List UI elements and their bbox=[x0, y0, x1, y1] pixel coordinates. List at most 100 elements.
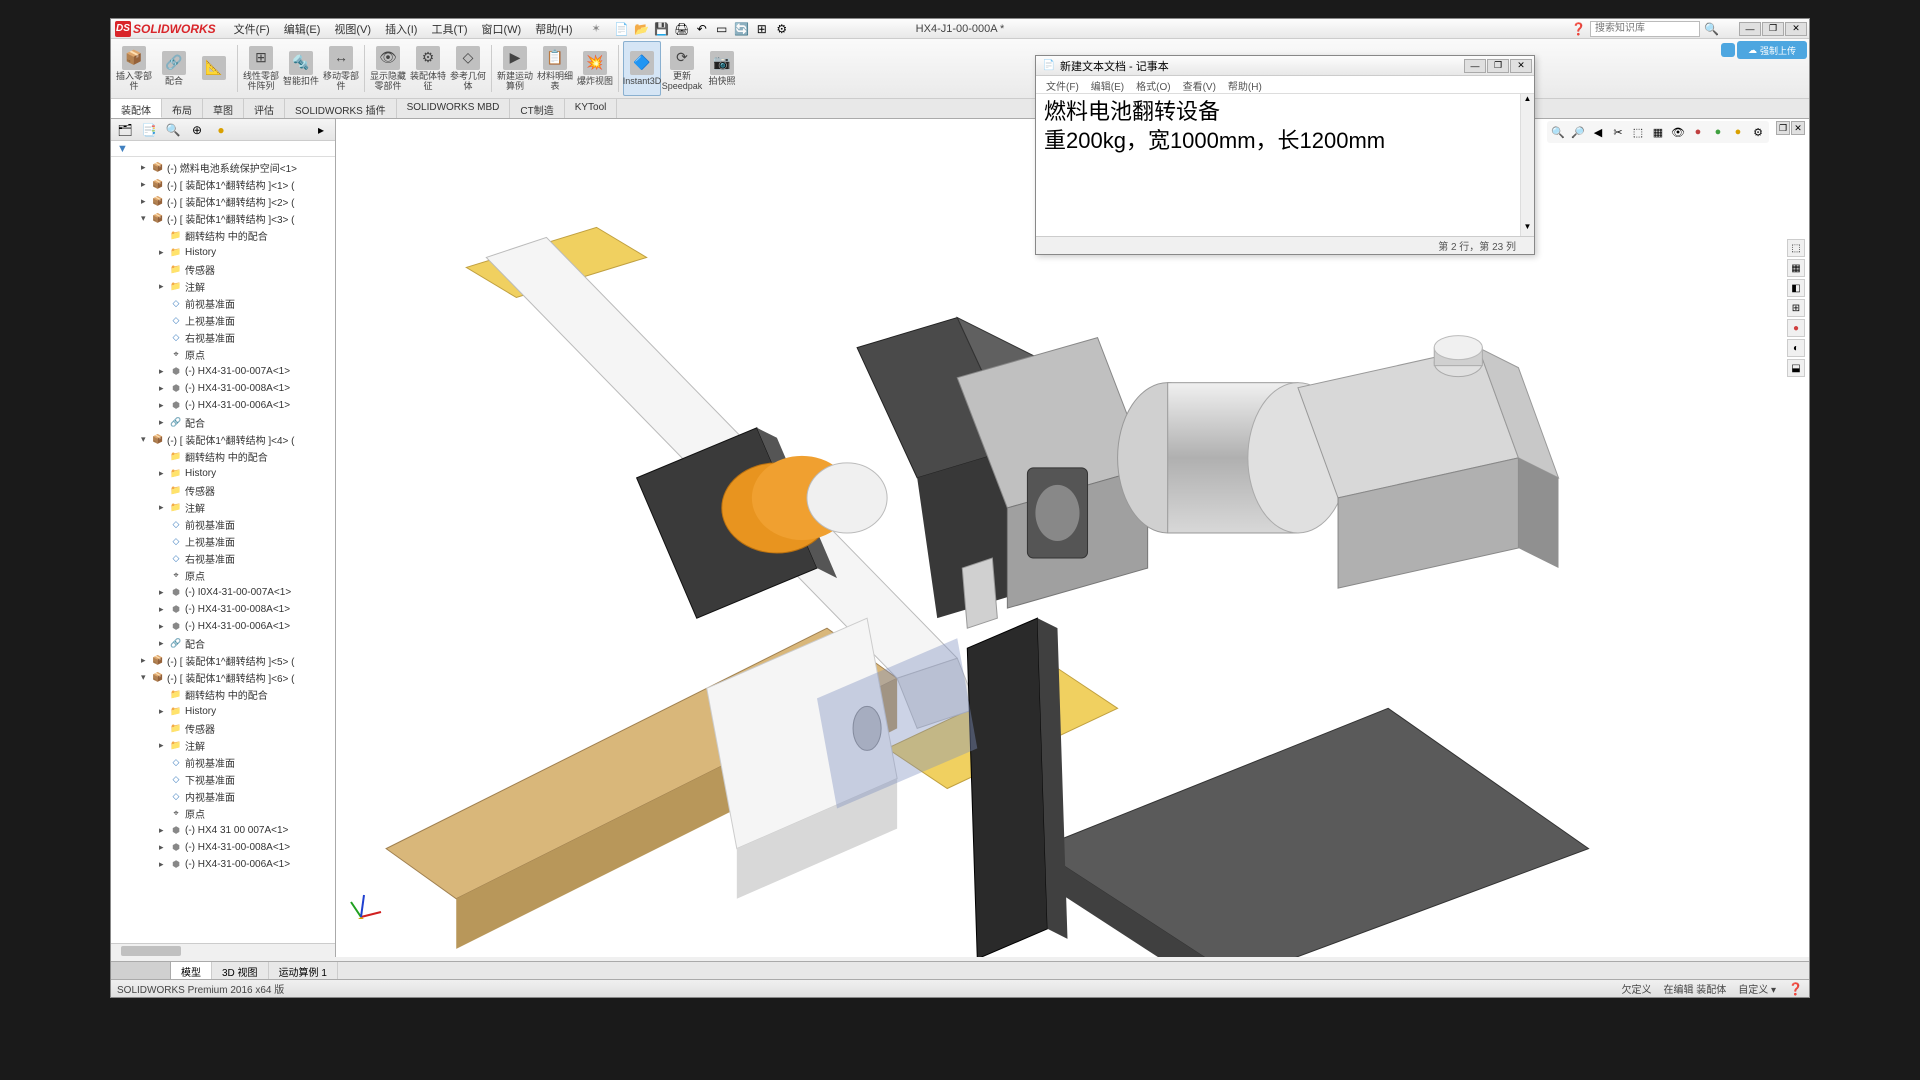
notepad-menu-item[interactable]: 帮助(H) bbox=[1222, 76, 1268, 93]
tree-row[interactable]: 📁翻转结构 中的配合 bbox=[111, 448, 335, 465]
search-input[interactable] bbox=[1590, 21, 1700, 37]
tree-expander-icon[interactable]: ▸ bbox=[159, 247, 169, 258]
tree-row[interactable]: ◇内视基准面 bbox=[111, 788, 335, 805]
tree-row[interactable]: ▸⬢(-) I0X4-31-00-007A<1> bbox=[111, 584, 335, 601]
scroll-up-icon[interactable]: ▲ bbox=[1521, 94, 1534, 108]
tree-row[interactable]: ▸⬢(-) HX4-31-00-006A<1> bbox=[111, 856, 335, 873]
menu-item[interactable]: 帮助(H) bbox=[529, 20, 578, 38]
menu-item[interactable]: 编辑(E) bbox=[278, 20, 327, 38]
tree-expander-icon[interactable]: ▸ bbox=[159, 417, 169, 428]
menu-item[interactable]: 视图(V) bbox=[328, 20, 377, 38]
tree-expander-icon[interactable]: ▸ bbox=[159, 825, 169, 836]
ribbon-button[interactable]: ⚙装配体特征 bbox=[409, 41, 447, 96]
tree-expander-icon[interactable]: ▸ bbox=[159, 740, 169, 751]
command-tab[interactable]: CT制造 bbox=[510, 99, 564, 118]
notepad-titlebar[interactable]: 📄 新建文本文档 - 记事本 — ❐ ✕ bbox=[1036, 56, 1534, 76]
tree-row[interactable]: ▾📦(-) [ 装配体1^翻转结构 ]<6> ( bbox=[111, 669, 335, 686]
tree-row[interactable]: ▸📁注解 bbox=[111, 737, 335, 754]
open-icon[interactable]: 📂 bbox=[633, 20, 651, 38]
scrollbar-thumb[interactable] bbox=[121, 946, 181, 956]
tree-tab-appearance-icon[interactable]: ⊕ bbox=[187, 121, 207, 139]
undo-icon[interactable]: ↶ bbox=[693, 20, 711, 38]
ribbon-button[interactable]: 📦插入零部件 bbox=[115, 41, 153, 96]
ribbon-button[interactable]: 🔗配合 bbox=[155, 41, 193, 96]
render-icon[interactable]: ⚙ bbox=[1749, 123, 1767, 141]
prev-view-icon[interactable]: ◀ bbox=[1589, 123, 1607, 141]
ribbon-button[interactable]: ⟳更新Speedpak bbox=[663, 41, 701, 96]
view-orient-icon[interactable]: ⬚ bbox=[1629, 123, 1647, 141]
options-icon[interactable]: ⊞ bbox=[753, 20, 771, 38]
tree-row[interactable]: ▸⬢(-) HX4-31-00-006A<1> bbox=[111, 618, 335, 635]
bottom-tab[interactable]: 3D 视图 bbox=[212, 962, 269, 979]
notepad-menu-item[interactable]: 查看(V) bbox=[1177, 76, 1222, 93]
notepad-menu-item[interactable]: 编辑(E) bbox=[1085, 76, 1130, 93]
search-icon[interactable]: 🔍 bbox=[1704, 22, 1719, 36]
rt-btn-1-icon[interactable]: ⬚ bbox=[1787, 239, 1805, 257]
tree-row[interactable]: ▸⬢(-) HX4-31-00-008A<1> bbox=[111, 839, 335, 856]
tree-row[interactable]: ▸🔗配合 bbox=[111, 635, 335, 652]
tree-filter-bar[interactable]: ▼ bbox=[111, 141, 335, 157]
ribbon-button[interactable]: 🔷Instant3D bbox=[623, 41, 661, 96]
rt-btn-6-icon[interactable]: ◐ bbox=[1787, 339, 1805, 357]
feature-tree[interactable]: ▸📦(-) 燃料电池系统保护空间<1>▸📦(-) [ 装配体1^翻转结构 ]<1… bbox=[111, 157, 335, 939]
tree-expander-icon[interactable]: ▾ bbox=[141, 434, 151, 445]
minimize-button[interactable]: — bbox=[1739, 22, 1761, 36]
apply-scene-icon[interactable]: ● bbox=[1709, 123, 1727, 141]
menu-item[interactable]: 工具(T) bbox=[425, 20, 473, 38]
tree-row[interactable]: ▸🔗配合 bbox=[111, 414, 335, 431]
tree-expander-icon[interactable]: ▸ bbox=[159, 842, 169, 853]
np-close-button[interactable]: ✕ bbox=[1510, 59, 1532, 73]
tree-expander-icon[interactable]: ▸ bbox=[159, 621, 169, 632]
tree-expander-icon[interactable]: ▸ bbox=[159, 587, 169, 598]
rt-btn-5-icon[interactable]: ● bbox=[1787, 319, 1805, 337]
select-icon[interactable]: ▭ bbox=[713, 20, 731, 38]
tree-row[interactable]: ◇上视基准面 bbox=[111, 533, 335, 550]
tree-expander-icon[interactable]: ▾ bbox=[141, 213, 151, 224]
command-tab[interactable]: KYTool bbox=[565, 99, 618, 118]
command-tab[interactable]: 装配体 bbox=[111, 99, 162, 118]
notepad-menu-item[interactable]: 文件(F) bbox=[1040, 76, 1085, 93]
tree-row[interactable]: ▸⬢(-) HX4 31 00 007A<1> bbox=[111, 822, 335, 839]
bottom-tab[interactable]: 模型 bbox=[171, 962, 212, 979]
scroll-down-icon[interactable]: ▼ bbox=[1521, 222, 1534, 236]
tree-row[interactable]: 📁传感器 bbox=[111, 482, 335, 499]
tree-tab-feature-icon[interactable]: 🗂 bbox=[115, 121, 135, 139]
edit-appearance-icon[interactable]: ● bbox=[1689, 123, 1707, 141]
tree-row[interactable]: 📁传感器 bbox=[111, 720, 335, 737]
status-icon[interactable]: ❓ bbox=[1788, 982, 1803, 996]
command-tab[interactable]: SOLIDWORKS MBD bbox=[397, 99, 511, 118]
new-icon[interactable]: 📄 bbox=[613, 20, 631, 38]
bottom-tab[interactable]: 运动算例 1 bbox=[269, 962, 338, 979]
tree-expander-icon[interactable]: ▸ bbox=[159, 706, 169, 717]
np-maximize-button[interactable]: ❐ bbox=[1487, 59, 1509, 73]
settings-icon[interactable]: ⚙ bbox=[773, 20, 791, 38]
tree-expander-icon[interactable]: ▸ bbox=[141, 655, 151, 666]
orientation-triad[interactable] bbox=[346, 887, 386, 927]
ribbon-button[interactable]: ▶新建运动算例 bbox=[496, 41, 534, 96]
menu-item[interactable]: 插入(I) bbox=[379, 20, 423, 38]
tree-row[interactable]: ⌖原点 bbox=[111, 346, 335, 363]
ribbon-button[interactable]: ↔移动零部件 bbox=[322, 41, 360, 96]
tree-row[interactable]: ◇下视基准面 bbox=[111, 771, 335, 788]
ribbon-button[interactable]: 📷拍快照 bbox=[703, 41, 741, 96]
tree-row[interactable]: ▸📦(-) [ 装配体1^翻转结构 ]<1> ( bbox=[111, 176, 335, 193]
zoom-fit-icon[interactable]: 🔍 bbox=[1549, 123, 1567, 141]
tree-row[interactable]: ▸📦(-) [ 装配体1^翻转结构 ]<5> ( bbox=[111, 652, 335, 669]
ribbon-button[interactable]: 💥爆炸视图 bbox=[576, 41, 614, 96]
tree-row[interactable]: ⌖原点 bbox=[111, 567, 335, 584]
menu-item[interactable]: 窗口(W) bbox=[476, 20, 528, 38]
rt-btn-3-icon[interactable]: ◧ bbox=[1787, 279, 1805, 297]
rebuild-icon[interactable]: 🔄 bbox=[733, 20, 751, 38]
tree-row[interactable]: 📁翻转结构 中的配合 bbox=[111, 227, 335, 244]
tree-row[interactable]: ◇前视基准面 bbox=[111, 295, 335, 312]
tree-expander-icon[interactable]: ▸ bbox=[159, 281, 169, 292]
cloud-status-icon[interactable] bbox=[1721, 43, 1735, 57]
rt-btn-2-icon[interactable]: ▦ bbox=[1787, 259, 1805, 277]
ribbon-button[interactable]: 👁显示隐藏零部件 bbox=[369, 41, 407, 96]
display-style-icon[interactable]: ▦ bbox=[1649, 123, 1667, 141]
tree-scrollbar-h[interactable] bbox=[111, 943, 335, 957]
tree-row[interactable]: ⌖原点 bbox=[111, 805, 335, 822]
rt-btn-4-icon[interactable]: ⊞ bbox=[1787, 299, 1805, 317]
tree-row[interactable]: ▸⬢(-) HX4-31-00-007A<1> bbox=[111, 363, 335, 380]
tree-expander-icon[interactable]: ▸ bbox=[159, 859, 169, 870]
